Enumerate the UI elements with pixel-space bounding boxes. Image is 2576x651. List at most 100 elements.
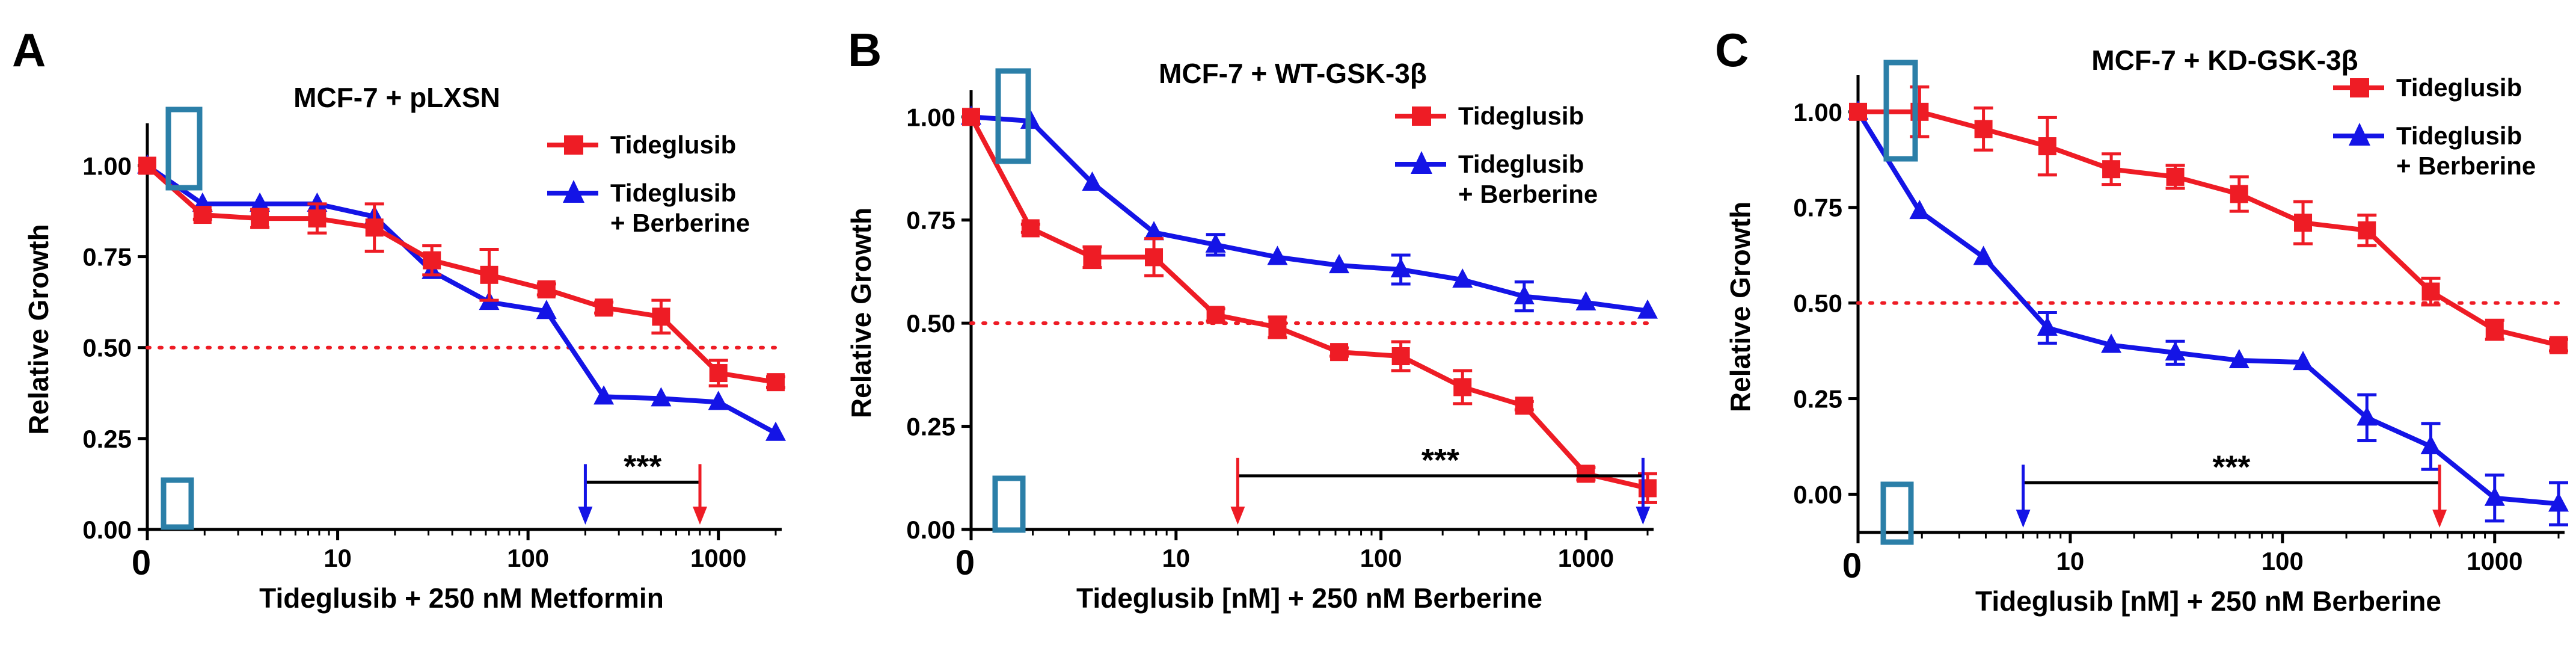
- y-tick-label: 0.25: [1793, 385, 1842, 413]
- highlight-box-top: [165, 106, 203, 191]
- significance-arrowhead: [1636, 507, 1651, 525]
- data-point: [1577, 464, 1595, 483]
- series-line: [971, 114, 1648, 313]
- x-zero-label: 0: [1842, 546, 1862, 585]
- data-point: [2484, 486, 2505, 506]
- data-point: [2101, 333, 2122, 353]
- data-point: [1021, 219, 1040, 238]
- data-point: [709, 364, 728, 383]
- legend-marker: [1411, 151, 1432, 174]
- y-tick-label: 0.50: [1793, 289, 1842, 318]
- data-point: [962, 108, 980, 126]
- significance-arrowhead: [2432, 510, 2447, 528]
- legend-label: Tideglusib: [1458, 102, 1584, 130]
- data-point: [1453, 378, 1472, 396]
- data-point: [2293, 351, 2314, 371]
- y-axis-label: Relative Growth: [23, 224, 54, 434]
- x-tick-label: 1000: [690, 544, 746, 572]
- data-point: [652, 307, 670, 326]
- data-point: [767, 373, 785, 392]
- data-point: [1082, 171, 1103, 191]
- data-point: [2102, 160, 2121, 179]
- legend-label: Tideglusib: [610, 131, 736, 159]
- data-point: [2485, 321, 2504, 339]
- panel-letter: A: [12, 23, 46, 76]
- data-point: [2165, 341, 2186, 361]
- data-point: [2357, 406, 2378, 426]
- data-point: [193, 206, 212, 224]
- significance-arrowhead: [578, 507, 593, 525]
- data-point: [1974, 120, 1993, 138]
- series-line: [146, 164, 776, 385]
- legend-marker: [2350, 78, 2369, 97]
- data-point: [2358, 221, 2376, 239]
- x-tick-label: 10: [324, 544, 352, 572]
- data-point: [765, 421, 786, 441]
- panel-letter: C: [1715, 23, 1749, 76]
- data-point: [1515, 396, 1533, 415]
- data-point: [1575, 291, 1596, 310]
- highlight-box-top: [1883, 60, 1918, 162]
- legend-label: + Berberine: [610, 209, 750, 237]
- data-point: [1513, 285, 1535, 304]
- y-tick-label: 0.75: [1793, 194, 1842, 222]
- panel-b: B MCF-7 + WT-GSK-3β 0.00 0.25 0.50 0.75 1.00 10…: [845, 23, 1658, 614]
- y-tick-label: 1.00: [1793, 98, 1842, 126]
- series-tideglusib: [962, 108, 1657, 504]
- data-point: [308, 209, 327, 228]
- y-tick-label: 0.25: [906, 413, 955, 441]
- y-tick-label: 0.75: [906, 206, 955, 235]
- panel-a: A MCF-7 + pLXSN 0.00 0.25 0.50 0.75 1.00 10 100 1…: [12, 23, 786, 614]
- series-line: [1858, 109, 2559, 348]
- data-point: [1391, 347, 1410, 365]
- data-point: [2294, 214, 2313, 232]
- significance-arrowhead: [693, 507, 708, 525]
- data-point: [595, 298, 613, 317]
- data-point: [1083, 248, 1102, 267]
- x-tick-label: 100: [2262, 547, 2304, 575]
- series-line: [969, 116, 1648, 491]
- data-point: [1639, 479, 1657, 498]
- x-tick-label: 10: [2056, 547, 2085, 575]
- chart-title: MCF-7 + KD-GSK-3β: [2091, 45, 2358, 76]
- data-point: [2228, 348, 2249, 368]
- panel-c: C MCF-7 + KD-GSK-3β 0.00 0.25 0.50 0.75 1.00 10…: [1715, 23, 2569, 617]
- data-point: [2230, 185, 2248, 203]
- series-tideglusib-berberine: [961, 105, 1658, 319]
- y-tick-label: 0.00: [82, 516, 132, 544]
- data-point: [2421, 282, 2440, 301]
- x-tick-label: 1000: [2467, 547, 2522, 575]
- highlight-box-top: [995, 68, 1031, 164]
- data-point: [593, 385, 615, 405]
- data-point: [1144, 221, 1165, 241]
- y-tick-label: 1.00: [82, 152, 132, 180]
- y-axis-label: Relative Growth: [845, 208, 877, 418]
- x-tick-label: 10: [1162, 544, 1190, 572]
- data-point: [1267, 245, 1288, 265]
- series-line: [1856, 110, 2559, 507]
- x-zero-label: 0: [955, 543, 975, 582]
- legend-label: Tideglusib: [2396, 122, 2522, 150]
- significance-label: ***: [2212, 449, 2250, 485]
- data-point: [423, 251, 441, 270]
- y-tick-label: 0.75: [82, 243, 132, 271]
- data-point: [480, 265, 498, 284]
- x-tick-label: 1000: [1558, 544, 1614, 572]
- chart-title: MCF-7 + WT-GSK-3β: [1159, 58, 1427, 89]
- data-point: [365, 218, 384, 237]
- data-point: [251, 209, 269, 228]
- data-point: [537, 280, 556, 298]
- y-tick-label: 0.50: [906, 309, 955, 338]
- data-point: [1268, 318, 1287, 336]
- highlight-box-bottom: [161, 477, 194, 530]
- data-point: [250, 192, 271, 212]
- series-line: [146, 164, 777, 436]
- y-tick-label: 1.00: [906, 103, 955, 131]
- series-tideglusib-berberine: [1848, 100, 2569, 526]
- data-point: [1205, 233, 1226, 253]
